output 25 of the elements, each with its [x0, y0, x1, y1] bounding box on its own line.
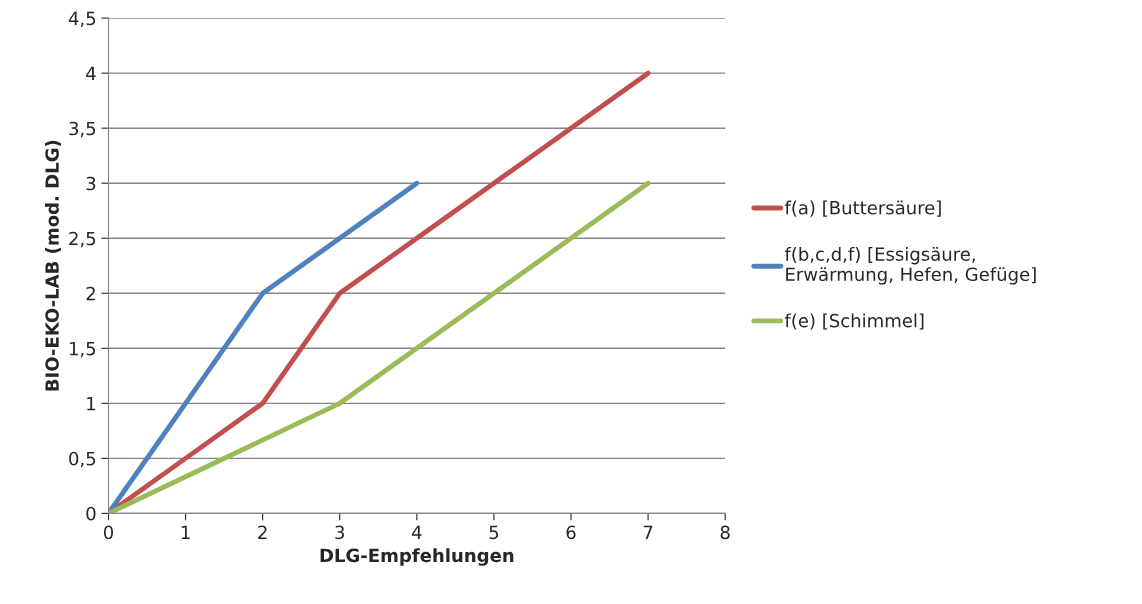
x-tick-label: 6: [566, 525, 576, 540]
y-tick-label: 4,5: [68, 11, 96, 28]
y-tick-label: 2: [86, 286, 95, 301]
y-tick-label: 1,5: [69, 342, 96, 358]
y-tick-label: 4: [86, 66, 96, 81]
y-tick-label: 1: [87, 397, 96, 411]
x-tick-label: 8: [720, 525, 730, 540]
line-series: [108, 180, 651, 514]
x-tick-label: 0: [103, 525, 114, 540]
legend-label: f(e) [Schimmel]: [784, 313, 924, 330]
y-tick-label: 2,5: [69, 231, 96, 248]
legend-label: f(a) [Buttersäure]: [784, 200, 941, 217]
y-axis-title: BIO-EKO-LAB (mod. DLG): [44, 140, 62, 391]
x-tick-label: 7: [643, 525, 653, 539]
x-tick-label: 3: [335, 525, 345, 540]
x-tick-label: 2: [258, 525, 267, 539]
x-tick-label: 1: [181, 525, 190, 539]
y-tick-label: 0,5: [69, 451, 96, 468]
x-tick-label: 5: [489, 525, 499, 540]
y-tick-label: 3: [86, 176, 96, 191]
x-tick-label: 4: [411, 525, 422, 539]
y-tick-label: 3,5: [69, 121, 96, 138]
y-tick-label: 0: [86, 506, 96, 521]
x-axis-title: DLG-Empfehlungen: [320, 548, 514, 566]
legend-label: f(b,c,d,f) [Essigsäure, Erwärmung, Hefen, Gefüge]: [784, 246, 1036, 285]
